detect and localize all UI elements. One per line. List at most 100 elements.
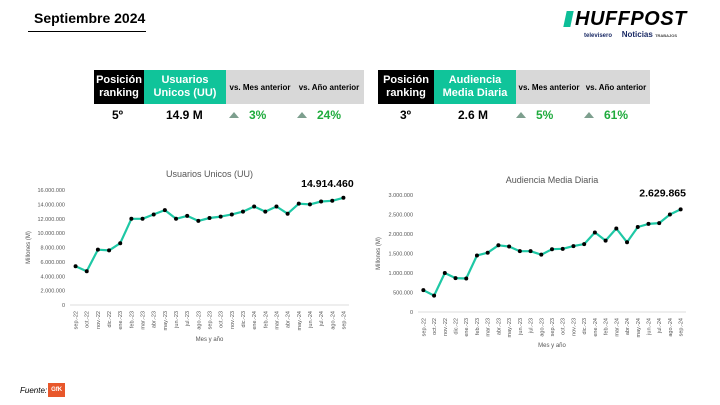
data-point [678, 207, 683, 212]
up-triangle-icon [297, 112, 307, 118]
data-point [218, 214, 223, 219]
x-tick-label: dic.-22 [107, 311, 113, 328]
kpi-vs-month: 5% [516, 106, 553, 124]
x-tick-label: dic.-23 [241, 311, 247, 328]
x-tick-label: jun.-23 [518, 318, 524, 336]
x-tick-label: sep.-23 [550, 318, 556, 336]
kpi-header-amd: Posición ranking Audiencia Media Diaria … [378, 70, 650, 104]
huffpost-logo: HUFFPOST [563, 8, 701, 30]
x-tick-label: ago.-23 [196, 311, 202, 330]
up-triangle-icon [229, 112, 239, 118]
data-point [421, 288, 426, 293]
x-tick-label: nov.-23 [571, 318, 577, 336]
gfk-logo: GfK [48, 383, 66, 397]
y-axis-label: Millones (M) [376, 237, 382, 270]
partner-logo-noticias-text: Noticias [621, 30, 653, 39]
kpi-vs-year-value: 24% [317, 108, 342, 122]
data-point [603, 238, 608, 243]
data-point [252, 204, 257, 209]
up-triangle-icon [516, 112, 526, 118]
data-point [646, 221, 651, 226]
data-point [341, 195, 346, 200]
x-tick-label: nov.-22 [443, 318, 449, 336]
x-tick-label: oct.-22 [432, 318, 438, 335]
x-tick-label: dic.-23 [582, 318, 588, 335]
data-point [296, 201, 301, 206]
series-line [75, 196, 344, 273]
data-point [592, 230, 597, 235]
data-point [432, 293, 437, 298]
x-tick-label: sep.-22 [421, 318, 427, 336]
data-point [453, 276, 458, 281]
kpi-vs-year-label: vs. Año anterior [294, 70, 364, 104]
x-tick-label: feb.-24 [604, 318, 610, 335]
data-point [285, 211, 290, 216]
data-point [657, 221, 662, 226]
y-tick-label: 500.000 [393, 291, 413, 297]
data-point [95, 247, 100, 252]
x-tick-label: sep.-23 [208, 311, 214, 329]
chart-title: Audiencia Media Diaria [506, 175, 599, 185]
title-underline [28, 31, 146, 32]
data-point [496, 243, 501, 248]
x-tick-label: jul.-24 [657, 318, 663, 334]
x-tick-label: mar.-23 [486, 318, 492, 337]
kpi-vs-year-value: 61% [604, 108, 629, 122]
data-point [73, 264, 78, 269]
data-point [667, 212, 672, 217]
data-point [582, 242, 587, 247]
y-tick-label: 6.000.000 [41, 260, 65, 266]
kpi-metric-value: 14.9 M [166, 108, 203, 122]
x-tick-label: mar.-24 [274, 311, 280, 330]
x-tick-label: jul.-24 [319, 311, 325, 327]
data-point [151, 212, 156, 217]
x-tick-label: ene.-24 [252, 311, 258, 330]
chart-usuarios-unicos: 0 2.000.000 4.000.000 6.000.000 8.000.000 10.… [26, 169, 354, 343]
data-point [162, 208, 167, 213]
x-tick-label: feb.-23 [475, 318, 481, 335]
y-tick-label: 1.500.000 [389, 252, 413, 258]
kpi-metric-label: Audiencia Media Diaria [434, 70, 516, 104]
y-tick-label: 2.000.000 [41, 289, 65, 295]
logo-text: HUFFPOST [575, 8, 687, 30]
x-tick-label: ago.-24 [668, 318, 674, 337]
x-tick-label: may.-24 [636, 318, 642, 337]
kpi-values-uu: 5º 14.9 M 3% 24% [94, 106, 364, 124]
data-point [571, 244, 576, 249]
x-tick-label: may.-23 [507, 318, 513, 337]
data-point [129, 216, 134, 221]
x-tick-label: nov.-22 [96, 311, 102, 329]
data-point [174, 216, 179, 221]
x-tick-label: jun.-24 [646, 318, 652, 336]
data-point [84, 269, 89, 274]
kpi-values-amd: 3º 2.6 M 5% 61% [378, 106, 650, 124]
kpi-vs-month-value: 5% [536, 108, 554, 122]
x-tick-label: ene.-23 [464, 318, 470, 337]
data-point [263, 209, 268, 214]
data-point [464, 276, 469, 281]
partner-logo-noticias: Noticias TRABAJOS [622, 30, 677, 39]
data-point [330, 198, 335, 203]
data-point [614, 226, 619, 231]
y-tick-label: 2.500.000 [389, 213, 413, 219]
data-point [229, 212, 234, 217]
x-tick-label: oct.-23 [219, 311, 225, 328]
partner-logo-noticias-sub: TRABAJOS [655, 33, 678, 38]
x-tick-label: dic.-22 [454, 318, 460, 335]
kpi-vs-month: 3% [229, 106, 266, 124]
y-tick-label: 12.000.000 [37, 217, 65, 223]
data-point [185, 213, 190, 218]
source-note: Fuente: GfK [20, 383, 66, 397]
x-tick-label: sep.-24 [341, 311, 347, 329]
y-tick-label: 4.000.000 [41, 274, 65, 280]
y-tick-label: 0 [410, 310, 413, 316]
data-point [196, 218, 201, 223]
data-point [485, 250, 490, 255]
y-tick-label: 14.000.000 [37, 202, 65, 208]
y-tick-label: 10.000.000 [37, 231, 65, 237]
x-tick-label: jul.-23 [529, 318, 535, 334]
page-title: Septiembre 2024 [34, 10, 146, 26]
x-tick-label: jun.-23 [174, 311, 180, 329]
y-axis-label: Millones (M) [26, 231, 32, 264]
